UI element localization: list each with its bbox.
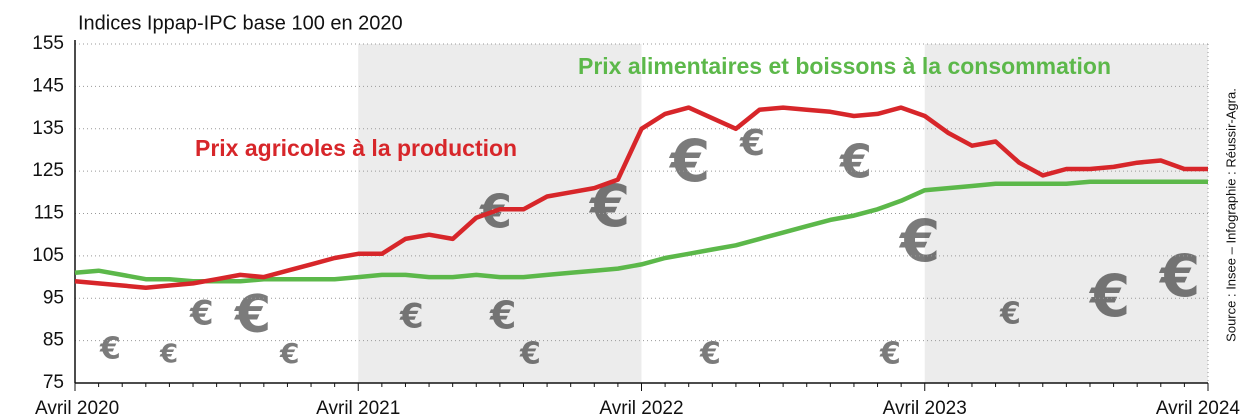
svg-text:€: € — [1158, 242, 1200, 310]
svg-text:€: € — [234, 285, 271, 345]
svg-text:€: € — [898, 207, 940, 275]
y-tick-label: 95 — [43, 287, 64, 308]
svg-text:€: € — [999, 297, 1021, 332]
y-tick-label: 75 — [43, 372, 64, 393]
x-tick-label: Avril 2022 — [599, 398, 683, 419]
x-tick-label: Avril 2023 — [883, 398, 967, 419]
y-tick-label: 125 — [32, 160, 64, 181]
y-tick-label: 145 — [32, 75, 64, 96]
svg-text:€: € — [1088, 262, 1130, 330]
svg-text:€: € — [839, 135, 872, 189]
svg-text:€: € — [189, 294, 214, 334]
svg-text:€: € — [399, 297, 424, 337]
y-tick-label: 135 — [32, 118, 64, 139]
y-tick-label: 85 — [43, 330, 64, 351]
svg-text:€: € — [159, 340, 178, 370]
svg-text:€: € — [279, 337, 299, 370]
series-label: Prix alimentaires et boissons à la conso… — [578, 53, 1111, 79]
y-tick-label: 115 — [34, 203, 64, 224]
x-tick-label: Avril 2020 — [35, 398, 119, 419]
y-tick-label: 105 — [32, 245, 64, 266]
subtitle: Indices Ippap-IPC base 100 en 2020 — [78, 12, 403, 34]
svg-text:€: € — [879, 337, 901, 372]
svg-text:€: € — [489, 294, 516, 338]
source: Source : Insee – Infographie : Réussir-A… — [1223, 88, 1238, 342]
chart: € € € € € € € € € € € € € € € € € € € 75… — [0, 0, 1243, 419]
x-tick-label: Avril 2024 — [1156, 398, 1241, 419]
svg-text:€: € — [519, 337, 541, 372]
svg-text:€: € — [668, 127, 710, 195]
svg-text:€: € — [699, 337, 721, 372]
svg-text:€: € — [739, 123, 765, 164]
series-label: Prix agricoles à la production — [195, 135, 517, 161]
x-tick-label: Avril 2021 — [316, 398, 400, 419]
y-tick-label: 155 — [32, 33, 64, 54]
svg-text:€: € — [99, 332, 121, 367]
